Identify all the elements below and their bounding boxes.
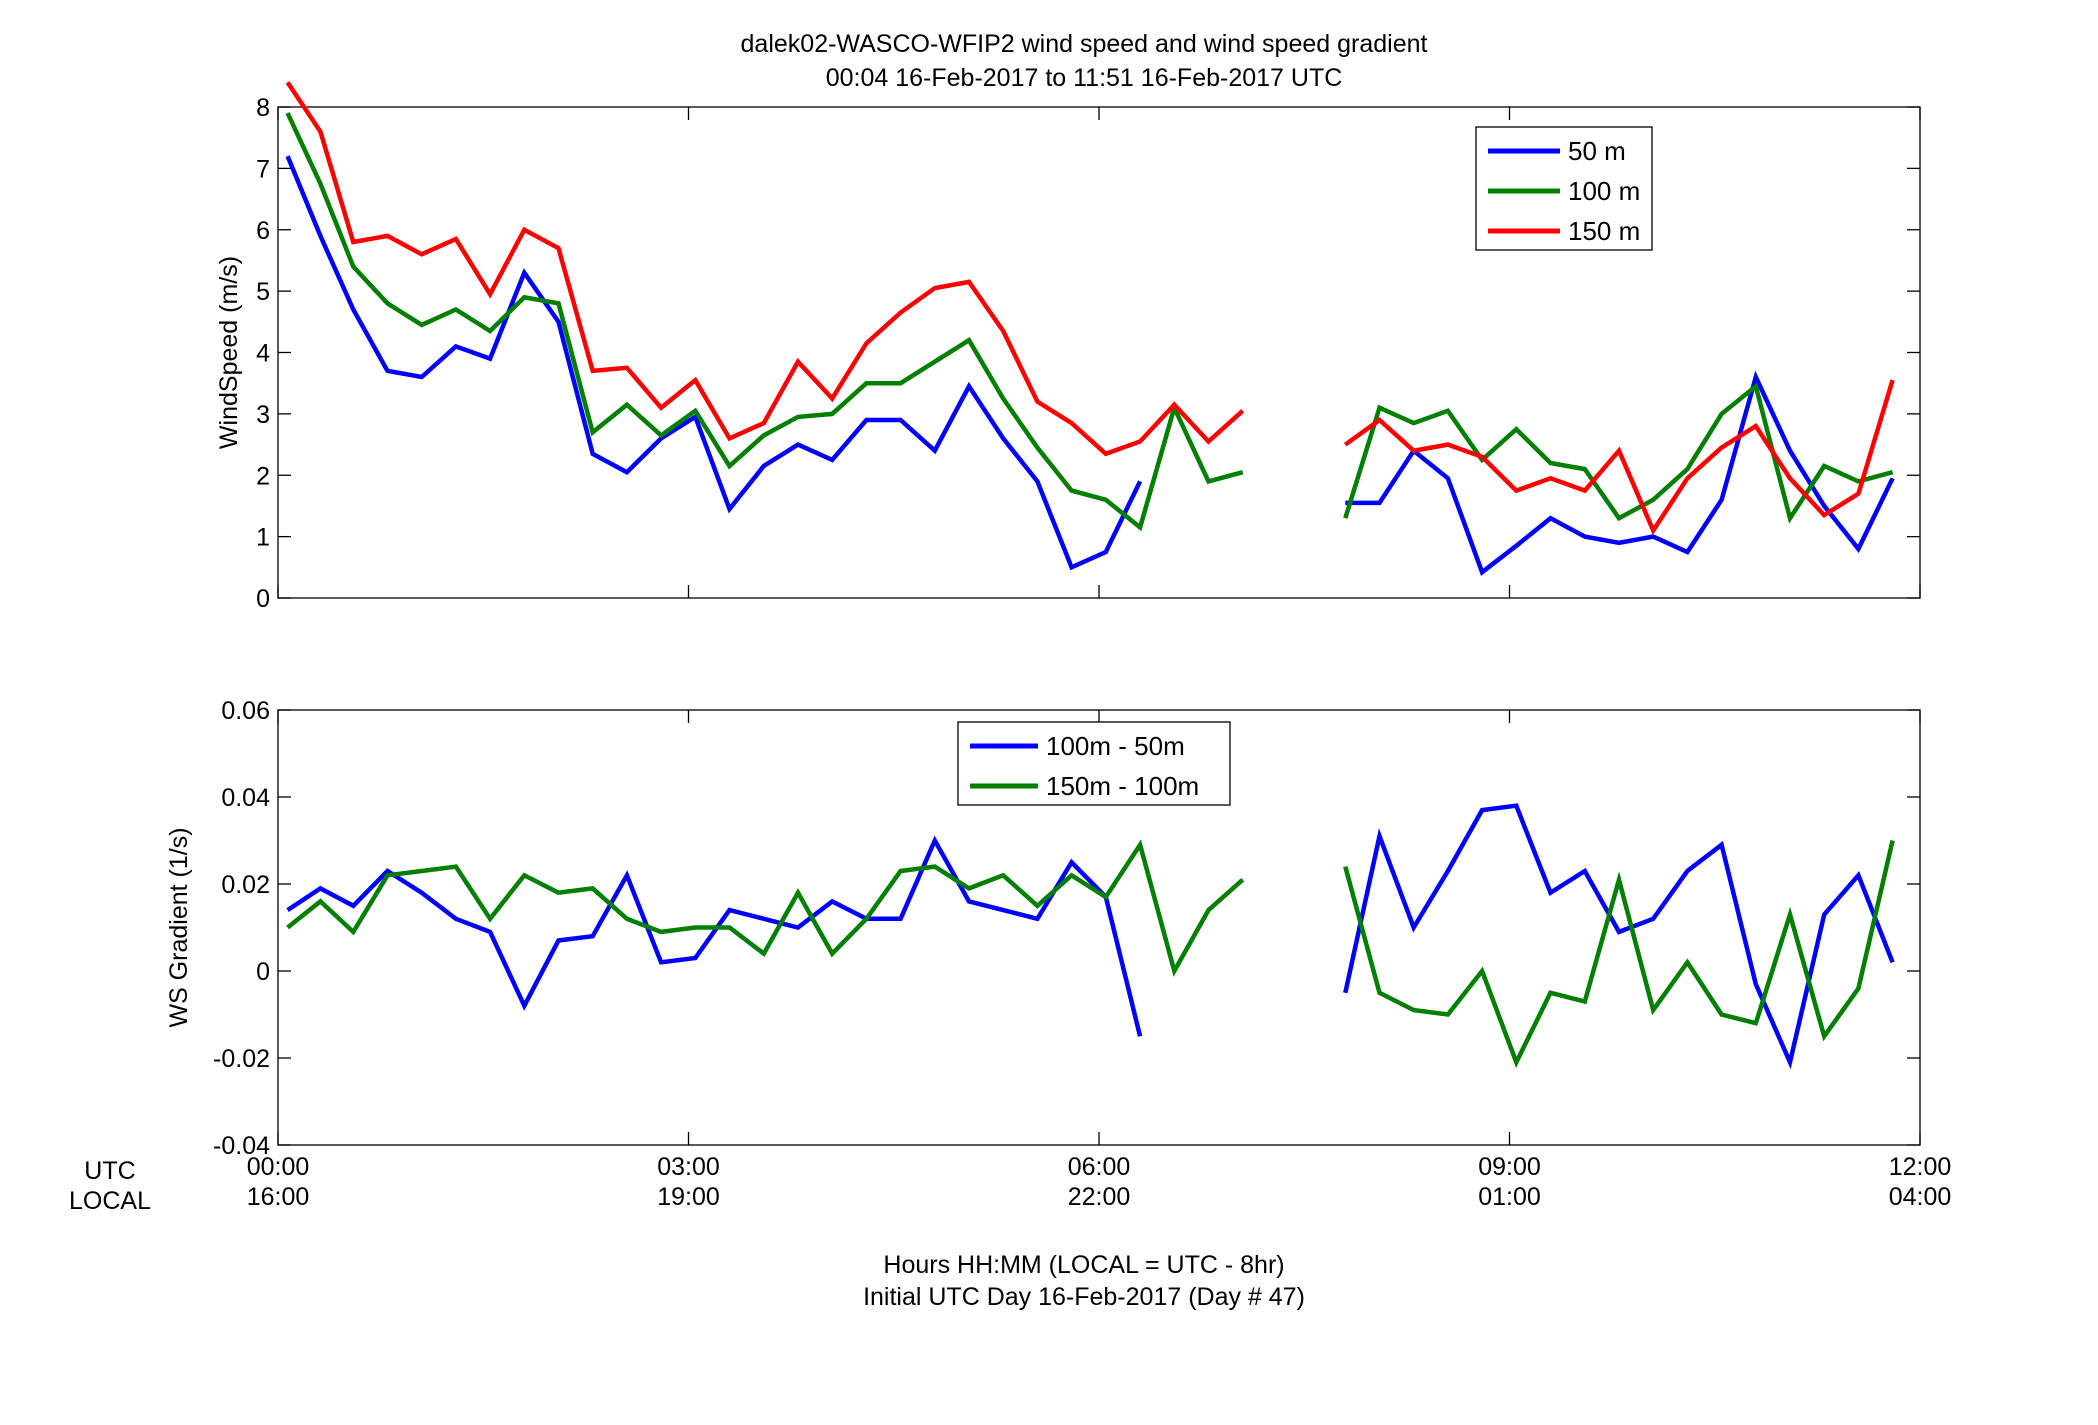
local-row-label: LOCAL (69, 1187, 151, 1215)
legend-label: 100m - 50m (1046, 731, 1185, 761)
x-tick-label-local: 19:00 (657, 1183, 720, 1211)
x-tick-label-utc: 03:00 (657, 1153, 720, 1181)
y-tick-label: 8 (256, 94, 270, 122)
x-tick-label-utc: 00:00 (247, 1153, 310, 1181)
windspeed-panel: 0 1 2 3 4 5 6 7 8 WindSpeed (m/s) 50 m 100 m 150 m (215, 81, 1921, 613)
legend-box (957, 721, 1231, 806)
y-tick-label: 0 (256, 958, 270, 986)
x-tick-label-local: 01:00 (1478, 1183, 1541, 1211)
y-axis-label: WindSpeed (m/s) (215, 256, 243, 449)
y-tick-label: 2 (256, 462, 270, 490)
x-axis-label-line1: Hours HH:MM (LOCAL = UTC - 8hr) (883, 1251, 1284, 1279)
y-axis-label: WS Gradient (1/s) (165, 827, 193, 1027)
x-tick-label-utc: 06:00 (1068, 1153, 1131, 1181)
plot-frame (277, 106, 1921, 599)
x-tick-label-local: 22:00 (1068, 1183, 1131, 1211)
y-tick-label: 0.02 (221, 871, 270, 899)
x-axis-label-line2: Initial UTC Day 16-Feb-2017 (Day # 47) (863, 1283, 1305, 1311)
x-tick-label-utc: 12:00 (1889, 1153, 1952, 1181)
y-tick-label: 0 (256, 585, 270, 613)
series-line-100-m (285, 112, 1894, 532)
legend-label: 50 m (1568, 136, 1626, 166)
y-tick-label: 7 (256, 155, 270, 183)
y-tick-label: -0.04 (213, 1132, 270, 1160)
y-tick-label: 5 (256, 278, 270, 306)
y-tick-label: 1 (256, 524, 270, 552)
gradient-panel: -0.04 -0.02 0 0.02 0.04 0.06 WS Gradient (1/s)… (165, 697, 1921, 1160)
x-tick-label-local: 04:00 (1889, 1183, 1952, 1211)
y-tick-label: 0.04 (221, 784, 270, 812)
y-tick-label: 6 (256, 217, 270, 245)
y-tick-label: -0.02 (213, 1045, 270, 1073)
series-line-100m-50m (286, 803, 1895, 1070)
legend: 50 m 100 m 150 m (1475, 126, 1653, 251)
utc-row-label: UTC (84, 1157, 135, 1185)
series-line-150m-100m (286, 839, 1895, 1068)
x-tick-label-local: 16:00 (247, 1183, 310, 1211)
y-tick-label: 3 (256, 401, 270, 429)
y-tick-label: 0.06 (221, 697, 270, 725)
legend-label: 150 m (1568, 216, 1640, 246)
legend: 100m - 50m 150m - 100m (957, 721, 1231, 806)
figure-title-line2: 00:04 16-Feb-2017 to 11:51 16-Feb-2017 U… (826, 64, 1343, 92)
series-line-50-m (285, 155, 1895, 576)
legend-label: 100 m (1568, 176, 1640, 206)
x-tick-label-utc: 09:00 (1478, 1153, 1541, 1181)
figure-title-line1: dalek02-WASCO-WFIP2 wind speed and wind … (741, 30, 1428, 58)
y-tick-label: 4 (256, 340, 270, 368)
legend-label: 150m - 100m (1046, 771, 1199, 801)
series-line-150-m (285, 81, 1895, 536)
